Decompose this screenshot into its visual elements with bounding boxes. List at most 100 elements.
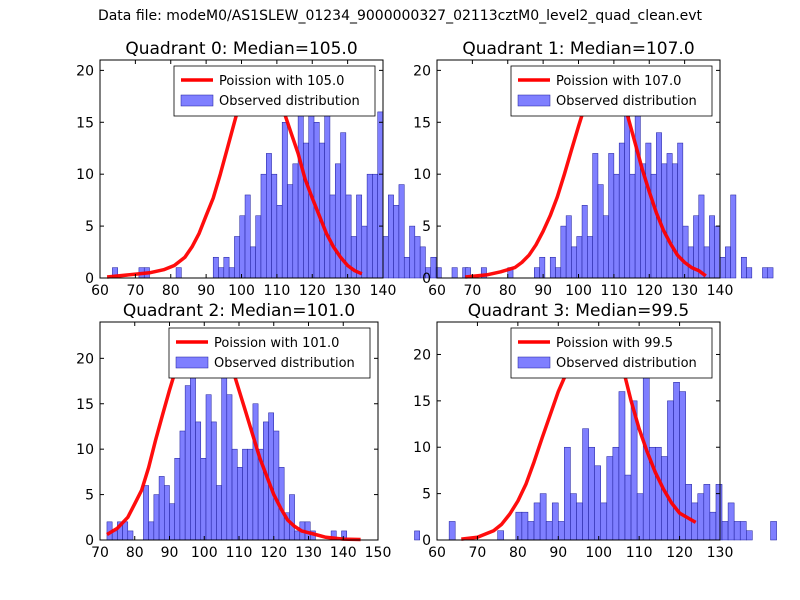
histogram-bar — [242, 448, 248, 541]
legend-bar-label: Observed distribution — [214, 356, 355, 371]
histogram-bar — [608, 153, 615, 279]
histogram-bar — [237, 467, 243, 541]
histogram-bar — [739, 521, 747, 541]
x-tick-label: 80 — [499, 283, 517, 299]
chart-title: Quadrant 0: Median=105.0 — [125, 39, 357, 59]
histogram-bar — [656, 132, 662, 279]
chart-title: Quadrant 3: Median=99.5 — [468, 301, 690, 321]
histogram-bar — [179, 430, 186, 541]
x-tick-label: 90 — [549, 545, 567, 561]
legend-bar-swatch — [175, 356, 209, 369]
histogram-bar — [231, 448, 238, 541]
histogram-bar — [252, 403, 259, 541]
x-tick-label: 140 — [370, 283, 397, 299]
x-tick-label: 100 — [191, 545, 218, 561]
histogram-bar — [715, 484, 723, 541]
histogram-bar — [448, 521, 456, 541]
histogram-bar — [714, 225, 721, 279]
y-tick-label: 20 — [413, 347, 431, 363]
histogram-bar — [645, 142, 652, 279]
histogram-bar — [746, 267, 753, 279]
y-tick-label: 10 — [413, 440, 431, 456]
x-tick-label: 130 — [671, 283, 698, 299]
histogram-bar — [303, 142, 309, 279]
histogram-bar — [558, 521, 565, 541]
histogram-bar — [709, 215, 715, 279]
histogram-bar — [195, 421, 202, 541]
histogram-bar — [210, 421, 217, 541]
histogram-bar — [545, 521, 553, 541]
histogram-bar — [244, 194, 251, 279]
y-tick-label: 20 — [76, 351, 94, 367]
histogram-bar — [366, 173, 373, 279]
quadrant-2-chart: 70 80 90 100 110 120 130 140 150 0 5 10 15 20 Quadrant… — [76, 301, 420, 561]
histogram-bar — [539, 493, 547, 541]
histogram-bar — [184, 385, 191, 541]
histogram-bar — [497, 530, 504, 541]
x-tick-label: 70 — [469, 545, 487, 561]
histogram-bar — [576, 502, 583, 541]
legend: Poission with 107.0 Observed distribution — [510, 65, 713, 117]
legend-bar-swatch — [517, 356, 551, 369]
histogram-bar — [581, 205, 588, 279]
legend-bar-label: Observed distribution — [556, 356, 697, 371]
histogram-bar — [521, 511, 529, 541]
histogram-bar — [451, 267, 458, 279]
histogram-bar — [223, 256, 230, 279]
histogram-bar — [539, 256, 546, 279]
x-tick-label: 120 — [666, 545, 693, 561]
histogram-bar — [624, 111, 631, 279]
histogram-bar — [613, 173, 620, 279]
histogram-bar — [319, 142, 325, 279]
histogram-bar — [398, 184, 405, 279]
x-tick-label: 140 — [707, 283, 734, 299]
histogram-bar — [697, 493, 705, 541]
histogram-bar — [534, 267, 540, 279]
histogram-bar — [549, 256, 556, 279]
histogram-bar — [594, 465, 601, 541]
legend-curve-label: Poission with 101.0 — [214, 336, 339, 351]
y-tick-label: 10 — [76, 167, 94, 183]
histogram-bar — [281, 122, 288, 279]
legend-curve-label: Poission with 105.0 — [219, 74, 344, 89]
legend-box — [510, 65, 713, 117]
x-tick-label: 120 — [636, 283, 663, 299]
histogram-bar — [762, 267, 769, 279]
histogram-bar — [158, 476, 165, 541]
histogram-bar — [200, 458, 207, 541]
x-tick-label: 130 — [295, 545, 322, 561]
histogram-bar — [329, 194, 336, 279]
histogram-bar — [673, 382, 680, 541]
legend-bar-swatch — [180, 94, 214, 107]
x-tick-label: 150 — [365, 545, 392, 561]
histogram-bar — [164, 485, 170, 541]
y-tick-label: 20 — [76, 63, 94, 79]
histogram-bar — [393, 205, 400, 279]
histogram-bar — [419, 246, 426, 279]
histogram-bar — [276, 205, 283, 279]
histogram-bar — [212, 256, 219, 279]
histogram-bar — [239, 215, 246, 279]
histogram-bar — [414, 236, 421, 279]
histogram-bar — [709, 511, 717, 541]
y-tick-label: 15 — [413, 115, 431, 131]
histogram-bar — [255, 215, 262, 279]
y-tick-label: 15 — [76, 115, 94, 131]
y-tick-label: 5 — [85, 219, 94, 235]
x-tick-label: 70 — [91, 545, 109, 561]
histogram-bar — [571, 246, 577, 279]
histogram-bar — [324, 101, 331, 279]
histogram-bar — [216, 485, 222, 541]
histogram-bar — [618, 391, 626, 541]
histogram-bar — [260, 173, 267, 279]
histogram-bar — [730, 194, 737, 279]
histogram-bar — [661, 456, 668, 541]
histogram-bar — [409, 225, 416, 279]
histogram-bar — [551, 502, 559, 541]
histogram-bar — [430, 256, 437, 279]
histogram-bar — [414, 530, 420, 541]
y-tick-label: 5 — [422, 487, 431, 503]
legend: Poission with 99.5 Observed distribution — [510, 327, 713, 379]
legend-box — [168, 327, 371, 379]
